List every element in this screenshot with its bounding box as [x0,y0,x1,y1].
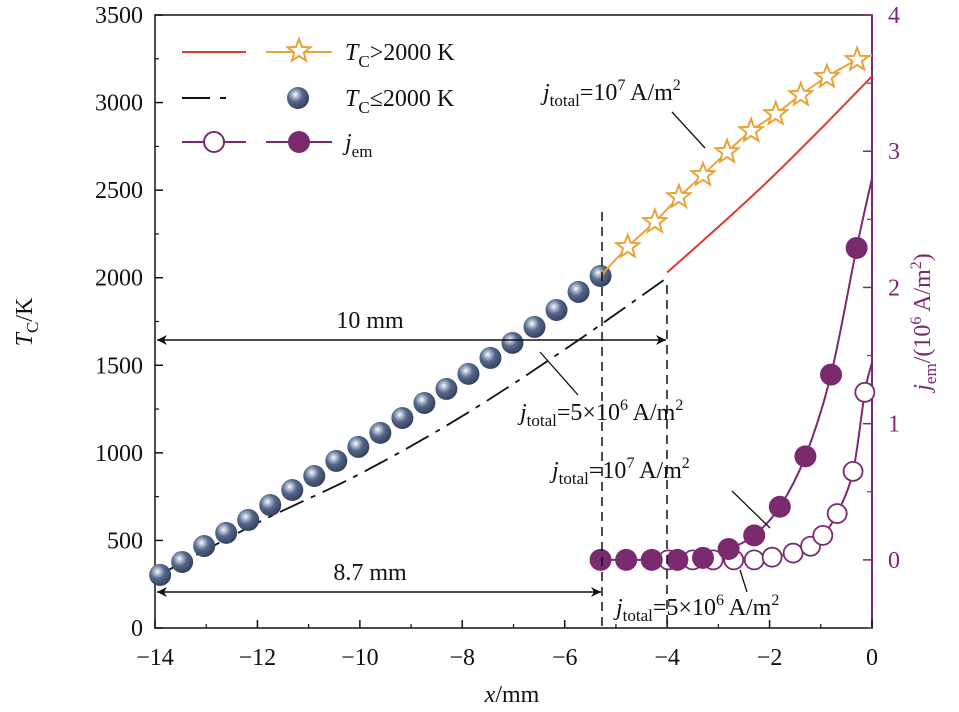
filled-circle-point [615,548,638,571]
x-tick-label: −8 [450,645,476,671]
y2-tick-label: 1 [888,412,900,438]
y-tick-label: 2500 [95,178,143,204]
legend-star-icon [284,36,314,64]
y-tick-label: 1000 [95,441,143,467]
open-circle-point [812,524,834,546]
star-point [842,44,872,72]
star-point [613,232,642,259]
sphere-point [391,407,414,430]
x-tick-label: 0 [866,645,878,671]
star-point [664,182,694,210]
leader-a4 [739,569,748,593]
legend-filled-circle-icon [288,131,310,153]
x-tick-label: −14 [136,645,174,671]
open-circle-point [782,542,804,564]
legend: TC>2000 K TC≤2000 K jem [182,36,455,161]
star-point [736,116,766,144]
leader-a1 [671,111,706,149]
legend-open-circle-icon [203,131,225,153]
open-circle-point [826,503,848,524]
series-line-jem-open [668,362,873,562]
dim-label-10mm: 10 mm [336,308,404,334]
legend-label-jem: jem [342,130,372,161]
sphere-point [501,331,524,354]
annotation-jtotal-1e7-low: jtotal=107 A/m2 [549,455,690,488]
sphere-point [479,346,502,369]
open-circle-point [743,549,765,571]
filled-circle-point [743,524,766,547]
filled-circle-point [845,236,868,259]
x-tick-label: −10 [341,645,379,671]
open-circle-point [842,460,864,482]
open-circle-point [761,546,783,568]
sphere-point [457,362,480,385]
y-tick-label: 1500 [95,353,143,379]
legend-label-cool: TC≤2000 K [345,86,455,117]
filled-circle-point [820,363,843,386]
legend-sphere-icon [287,87,309,109]
filled-circle-point [666,548,689,571]
x-axis-label: x/mm [484,682,540,708]
filled-circle-point [768,495,791,518]
filled-circle-point [794,445,817,468]
sphere-point [347,435,370,458]
x-tick-label: −6 [552,645,578,671]
y2-tick-label: 0 [888,548,900,574]
filled-circle-point [691,546,714,569]
sphere-point [281,478,304,501]
sphere-point [171,550,194,573]
star-point [786,80,815,107]
sphere-point [237,508,260,531]
annotations: 10 mm 8.7 mm jtotal=107 A/m2 jtotal=5×10… [157,77,779,628]
sphere-point [567,280,590,303]
star-point [688,160,718,187]
y-tick-label: 2000 [95,266,143,292]
y2-tick-label: 2 [888,275,900,301]
y-axis-label: TC/K [12,297,42,346]
sphere-point [193,535,216,558]
filled-circle-point [640,548,663,571]
dim-label-8.7mm: 8.7 mm [333,560,407,586]
y-tick-label: 3000 [95,91,143,117]
annotation-jtotal-5e6-mid: jtotal=5×106 A/m2 [517,397,683,430]
star-point [812,61,841,89]
x-tick-label: −2 [757,645,783,671]
star-point [761,99,790,127]
annotation-jtotal-1e7-top: jtotal=107 A/m2 [540,77,681,110]
y-tick-label: 500 [107,528,143,554]
sphere-point [303,464,326,487]
y2-tick-label: 3 [888,139,900,165]
sphere-point [523,315,546,338]
open-circle-point [854,381,876,403]
legend-label-hot: TC>2000 K [345,40,455,71]
leader-a2 [539,351,579,396]
y-tick-label: 3500 [95,3,143,29]
filled-circle-point [717,537,740,560]
sphere-point [413,391,436,414]
sphere-point [215,521,238,544]
sphere-point [259,494,282,517]
filled-circle-point [589,548,612,571]
sphere-point [369,421,392,444]
annotation-jtotal-5e6-low: jtotal=5×106 A/m2 [613,592,779,625]
leader-a3 [731,490,771,529]
star-point [712,137,742,165]
y2-tick-label: 4 [888,3,900,29]
x-tick-label: −12 [239,645,277,671]
y-tick-label: 0 [131,616,143,642]
star-point [640,206,670,234]
sphere-point [149,563,172,586]
plot-marks [149,44,876,586]
series-line-red [666,75,873,274]
y2-axis-label: jem/(106 A/m2) [908,253,940,393]
sphere-point [545,298,568,321]
sphere-point [435,377,458,400]
sphere-point [325,449,348,472]
axes: −14 −12 −10 −8 −6 −4 −2 00500100015002000250030… [95,3,900,671]
x-tick-label: −4 [654,645,680,671]
